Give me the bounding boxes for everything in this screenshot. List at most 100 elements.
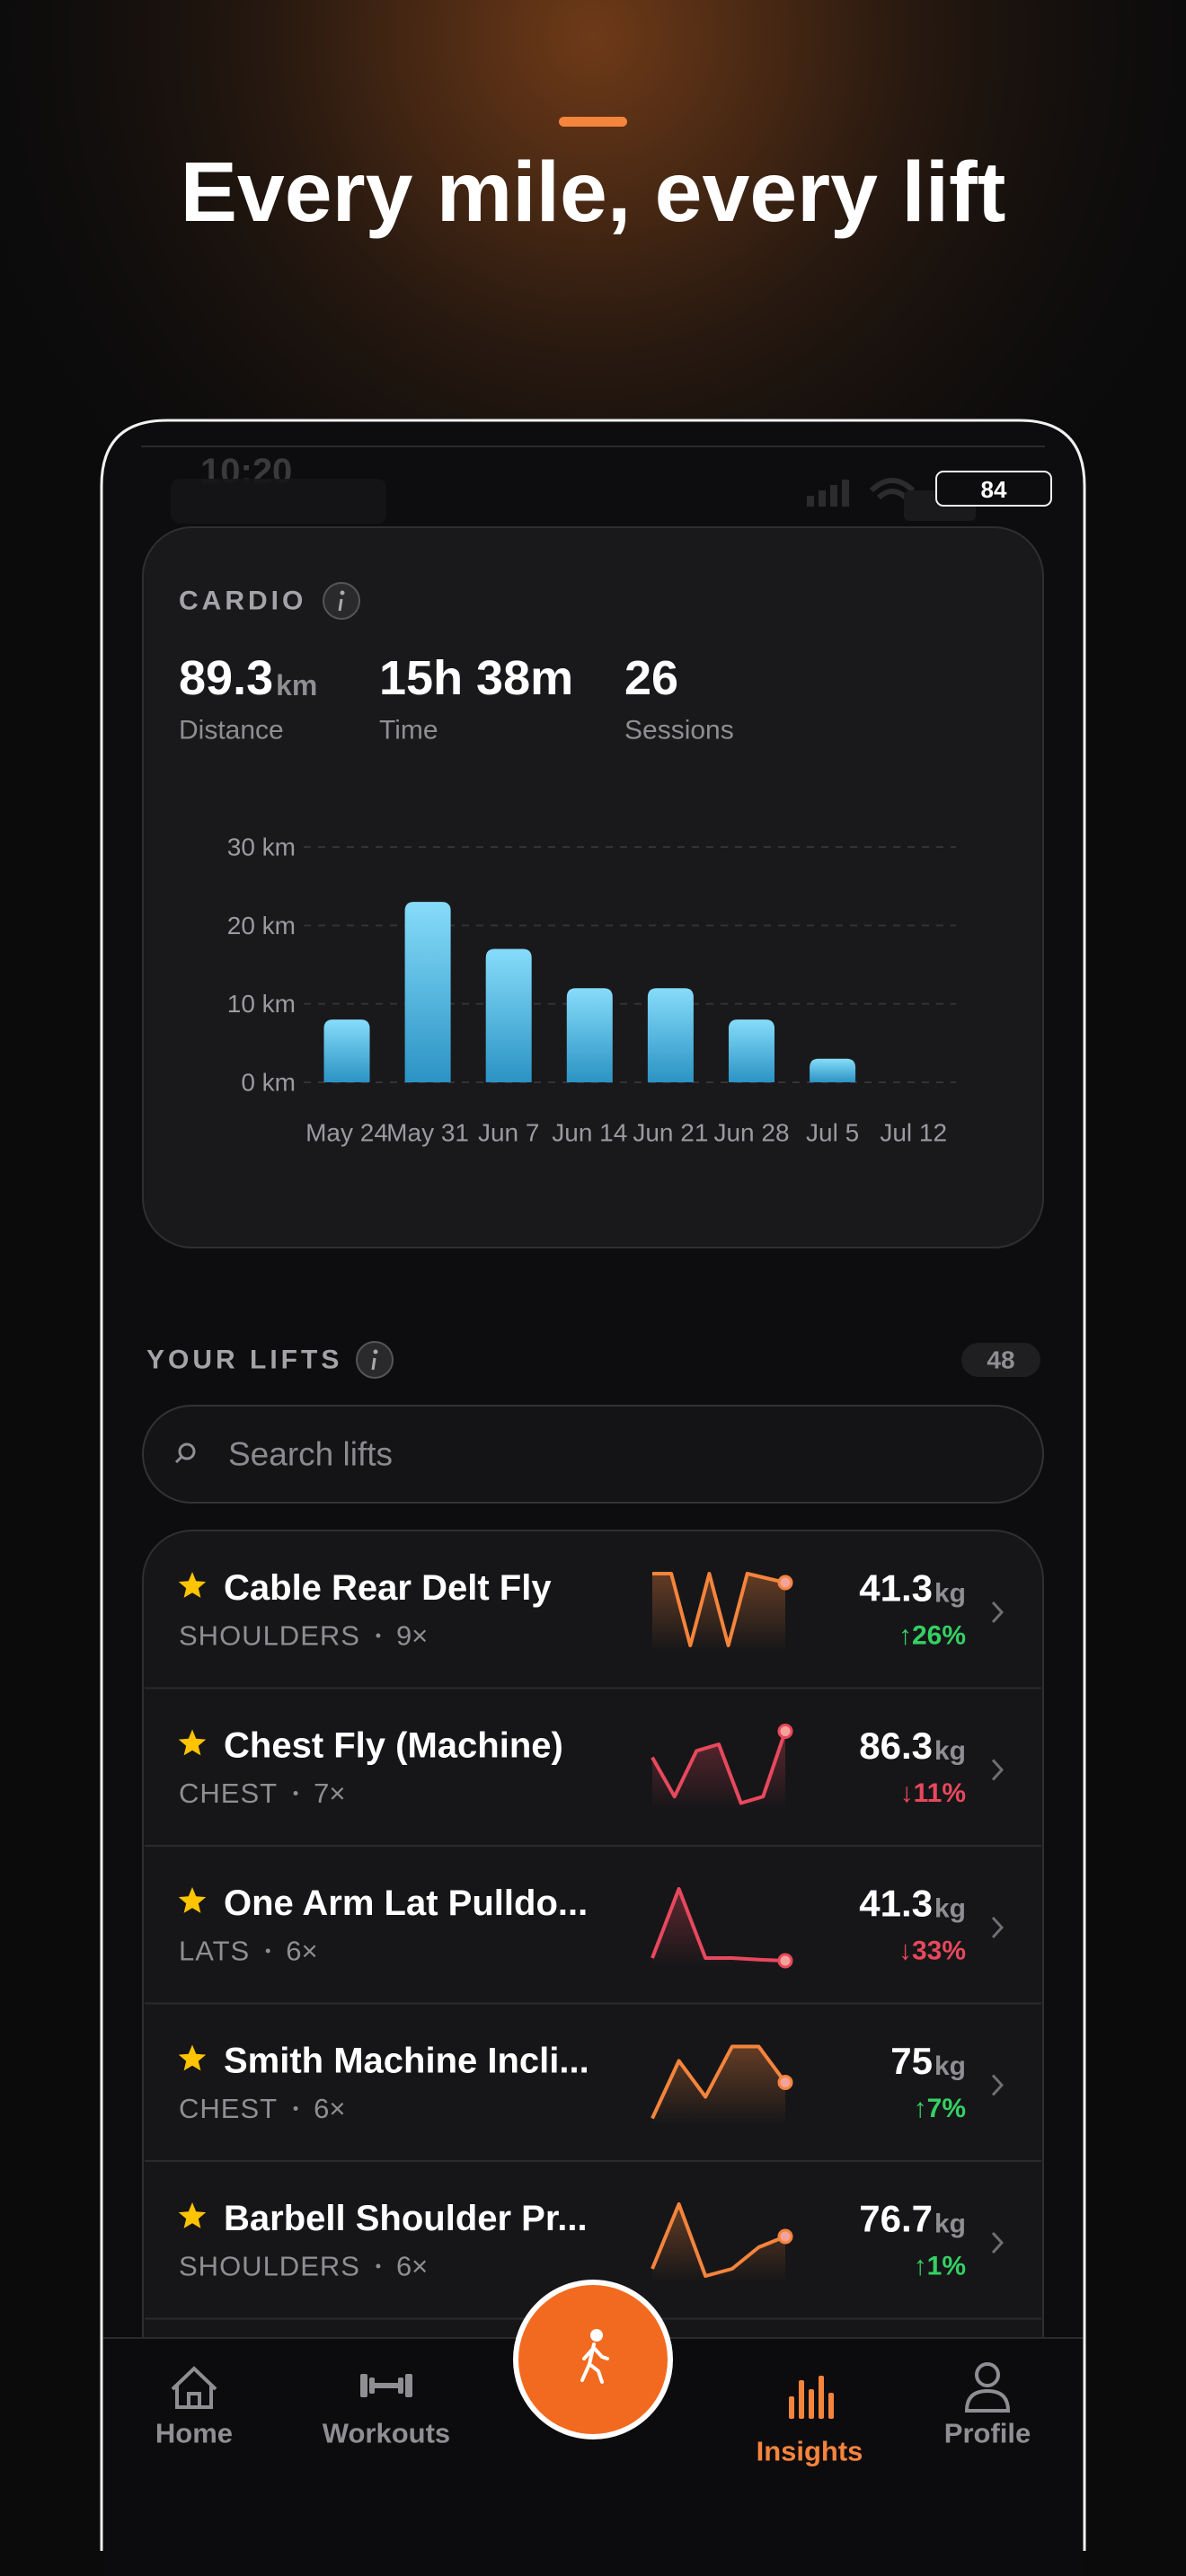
lift-muscle: LATS (179, 1936, 250, 1967)
lift-muscle: SHOULDERS (179, 1620, 360, 1652)
trend-area (652, 2046, 785, 2125)
x-tick-label: Jun 14 (552, 1119, 627, 1147)
weight-value: 75 (890, 2040, 933, 2082)
stat-value: 89.3 (179, 651, 273, 705)
weight-value: 41.3 (859, 1883, 933, 1925)
favorite-star (178, 2044, 207, 2071)
home-icon[interactable] (171, 2366, 217, 2409)
weight-value: 86.3 (859, 1725, 933, 1767)
tab-label[interactable]: Profile (944, 2418, 1031, 2449)
trend-end-dot (777, 1953, 793, 1969)
trend-end-dot (777, 1724, 793, 1739)
separator-dot (265, 1948, 270, 1954)
battery-level: 84 (981, 476, 1007, 503)
accent-dash (559, 117, 627, 127)
lifts-title: YOUR LIFTS (146, 1345, 342, 1375)
weight-change: ↑1% (914, 2252, 966, 2281)
walk-icon (580, 2329, 609, 2384)
separator-dot (293, 1791, 298, 1795)
separator-dot (293, 2106, 298, 2111)
tab-label[interactable]: Insights (757, 2436, 863, 2467)
trend-line (651, 1730, 787, 1805)
tab-label[interactable]: Workouts (323, 2418, 450, 2449)
profile-icon[interactable] (964, 2362, 1011, 2413)
weight-change: ↓33% (898, 1936, 966, 1966)
bar (323, 1019, 370, 1082)
workouts-icon[interactable] (360, 2374, 412, 2397)
stat-label: Distance (179, 716, 284, 745)
weight-change: ↓11% (900, 1778, 966, 1808)
lift-sessions: 9× (396, 1620, 428, 1652)
trend-line (652, 1572, 786, 1647)
y-tick-label: 20 km (227, 912, 296, 940)
lift-name[interactable]: One Arm Lat Pulldo... (224, 1883, 588, 1923)
lift-muscle: CHEST (179, 1778, 278, 1809)
x-tick-label: Jun 7 (478, 1119, 540, 1147)
x-tick-label: Jun 21 (633, 1119, 708, 1147)
weight-value: 76.7 (859, 2198, 933, 2240)
x-tick-label: Jul 12 (880, 1119, 947, 1147)
favorite-star (178, 1729, 207, 1756)
bar (566, 988, 613, 1082)
info-icon[interactable] (356, 1341, 394, 1379)
bar (729, 1019, 774, 1082)
lift-name[interactable]: Smith Machine Incli... (224, 2042, 589, 2081)
search-placeholder[interactable]: Search lifts (228, 1436, 393, 1473)
lift-muscle: CHEST (179, 2093, 278, 2124)
weight-unit: kg (934, 2210, 966, 2239)
signal-icon (807, 480, 849, 507)
bar (647, 988, 694, 1082)
headline: Every mile, every lift (181, 145, 1006, 240)
count-badge (961, 1343, 1040, 1377)
row-chevron[interactable] (991, 2231, 1005, 2254)
battery-box (935, 471, 1052, 507)
trend-line (651, 2044, 787, 2120)
lifts-count: 48 (987, 1346, 1014, 1374)
row-chevron[interactable] (991, 2074, 1005, 2096)
stat-label: Sessions (624, 716, 734, 745)
separator-dot (376, 2263, 381, 2269)
info-icon[interactable] (323, 582, 360, 620)
lift-sessions: 6× (314, 2093, 345, 2124)
tab-label[interactable]: Home (155, 2418, 233, 2449)
row-chevron[interactable] (991, 1759, 1005, 1781)
search-box[interactable] (142, 1405, 1044, 1504)
weight-value: 41.3 (859, 1567, 933, 1610)
x-tick-label: May 24 (305, 1119, 388, 1147)
x-tick-label: Jun 28 (713, 1119, 789, 1147)
cardio-title: CARDIO (179, 587, 306, 616)
bar (404, 902, 451, 1082)
x-tick-label: Jul 5 (806, 1119, 859, 1147)
lift-name[interactable]: Barbell Shoulder Pr... (224, 2199, 588, 2238)
status-blur (171, 479, 386, 524)
search-icon (174, 1442, 196, 1464)
row-chevron[interactable] (991, 1916, 1005, 1939)
lift-sessions: 7× (314, 1778, 345, 1809)
weight-unit: kg (934, 1894, 966, 1924)
row-chevron[interactable] (991, 1601, 1005, 1624)
insights-icon[interactable] (789, 2376, 834, 2419)
trend-line (651, 2202, 786, 2278)
y-tick-label: 10 km (227, 990, 296, 1018)
start-workout-button[interactable] (513, 2280, 673, 2439)
weight-change: ↑7% (914, 2094, 966, 2123)
favorite-star (178, 1887, 207, 1913)
y-tick-label: 0 km (241, 1069, 296, 1097)
stat-label: Time (379, 716, 438, 745)
stat-unit: km (276, 669, 317, 701)
stat-value: 15h 38m (379, 651, 573, 705)
bar (485, 948, 532, 1082)
trend-end-dot (777, 2075, 793, 2090)
lift-name[interactable]: Chest Fly (Machine) (224, 1726, 563, 1766)
lift-sessions: 6× (286, 1936, 317, 1967)
lift-name[interactable]: Cable Rear Delt Fly (224, 1568, 552, 1608)
lift-muscle: SHOULDERS (179, 2251, 360, 2282)
weight-change: ↑26% (898, 1621, 966, 1651)
weight-unit: kg (934, 2051, 966, 2081)
trend-end-dot (777, 2228, 793, 2245)
bar (810, 1058, 856, 1082)
stat-value: 26 (624, 651, 678, 705)
weight-unit: kg (934, 1736, 966, 1766)
